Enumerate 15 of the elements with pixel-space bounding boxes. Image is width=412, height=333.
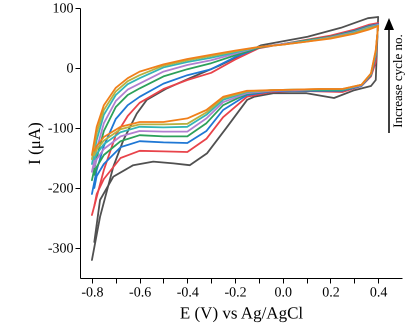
x-tick-label: 0.2: [322, 286, 340, 300]
x-tick-label: -0.2: [224, 286, 247, 300]
x-axis-title: E (V) vs Ag/AgCl: [180, 304, 304, 322]
x-tick-label: -0.4: [176, 286, 199, 300]
annotation: Increase cycle no.: [390, 34, 405, 128]
y-tick-label: -100: [48, 122, 74, 136]
x-tick-label: 0.0: [274, 286, 292, 300]
y-tick-label: -300: [48, 242, 74, 256]
x-tick-label: -0.6: [129, 286, 152, 300]
y-tick-label: 100: [52, 2, 74, 16]
y-axis-title: I (μA): [24, 122, 44, 165]
y-tick-label: 0: [66, 62, 74, 76]
x-tick-label: -0.8: [81, 286, 104, 300]
x-tick-label: 0.4: [370, 286, 388, 300]
y-tick-label: -200: [48, 182, 74, 196]
